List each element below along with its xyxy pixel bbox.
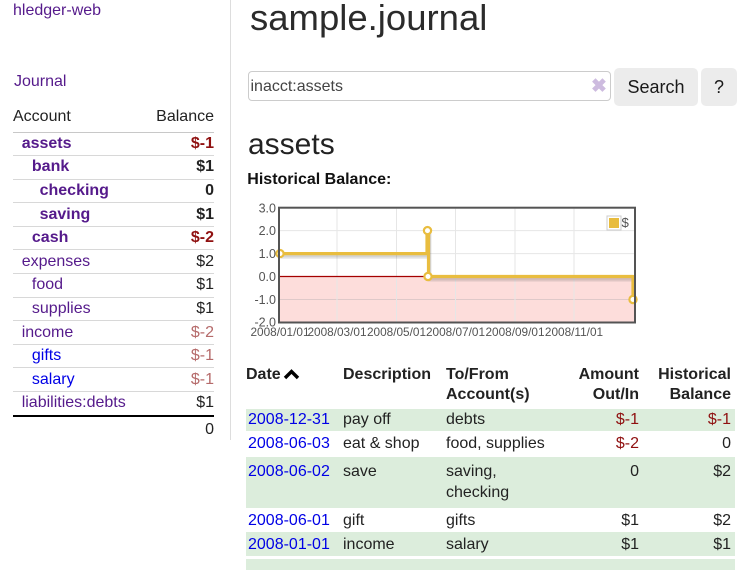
svg-text:0.0: 0.0 (259, 270, 276, 284)
svg-text:2008/09/01: 2008/09/01 (485, 325, 544, 339)
svg-text:3.0: 3.0 (259, 202, 276, 216)
svg-text:2.0: 2.0 (259, 224, 276, 238)
svg-text:1.0: 1.0 (259, 247, 276, 261)
svg-text:2008/05/01: 2008/05/01 (367, 325, 426, 339)
svg-text:-1.0: -1.0 (254, 293, 276, 307)
svg-text:2008/01/01: 2008/01/01 (250, 325, 309, 339)
svg-text:2008/07/01: 2008/07/01 (426, 325, 485, 339)
svg-text:-2.0: -2.0 (254, 316, 276, 330)
svg-text:2008/03/01: 2008/03/01 (307, 325, 366, 339)
svg-text:2008/11/01: 2008/11/01 (545, 325, 603, 339)
svg-text:$: $ (622, 215, 630, 230)
